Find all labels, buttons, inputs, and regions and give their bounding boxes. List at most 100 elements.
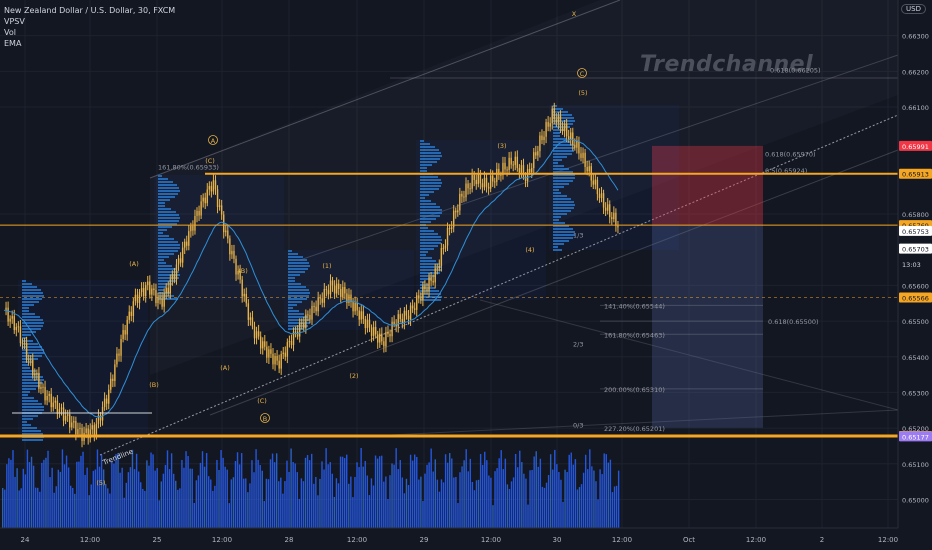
candle-body (264, 341, 266, 347)
volume-bar (337, 483, 340, 528)
profile-bar (22, 301, 39, 303)
candle-body (9, 318, 11, 322)
candle-body (87, 428, 89, 439)
candle-body (479, 174, 482, 184)
candle-body (432, 280, 434, 283)
profile-bar (553, 237, 573, 239)
candle-body (609, 204, 611, 218)
volume-bar (191, 468, 193, 528)
candle-body (262, 341, 264, 349)
price-badge (899, 168, 932, 179)
profile-bar (288, 295, 309, 297)
volume-bar (115, 454, 117, 528)
candle-body (317, 297, 319, 312)
indicator-vpsv[interactable]: VPSV (4, 17, 25, 26)
candle-body (237, 271, 239, 275)
price-badge (899, 259, 932, 269)
profile-bar (22, 334, 31, 336)
profile-bar (553, 159, 562, 161)
profile-bar (420, 164, 432, 166)
profile-bar (158, 199, 170, 201)
volume-bar (504, 458, 507, 528)
volume-bar (199, 462, 202, 528)
volume-bar (34, 487, 37, 528)
volume-bar (444, 454, 447, 528)
candle-body (255, 331, 258, 339)
candle-body (73, 421, 75, 423)
volume-bar (224, 466, 226, 528)
candle-body (188, 231, 190, 246)
candle-body (288, 340, 291, 343)
time-axis[interactable]: 24 12:00 25 12:00 28 12:00 29 12:00 30 12:00 Oct 12… (0, 527, 932, 550)
volume-bar (313, 483, 315, 528)
fib-label: 0.618(0.65500) (768, 318, 819, 326)
volume-bar (475, 480, 478, 528)
candle-body (496, 168, 498, 182)
volume-bar (339, 456, 342, 528)
profile-bar (158, 241, 178, 243)
profile-bar (158, 253, 174, 255)
candle-body (124, 330, 126, 335)
candle-body (362, 311, 365, 320)
wave-circle (260, 413, 270, 423)
candle-body (268, 349, 270, 358)
candle-body (313, 305, 315, 307)
volume-bar (210, 479, 212, 528)
candle-body (383, 341, 385, 347)
volume-bar (416, 456, 418, 528)
volume-bar (514, 453, 517, 528)
volume-bar (144, 490, 146, 528)
candle-body (5, 307, 7, 311)
profile-bar (158, 214, 179, 216)
profile-bar (553, 147, 575, 149)
volume-bar (230, 479, 233, 528)
volume-bar (535, 451, 537, 528)
wave-label: (4) (525, 246, 534, 254)
volume-bar (265, 478, 268, 528)
candle-body (163, 293, 165, 307)
volume-bar (37, 487, 39, 528)
candle-body (514, 156, 516, 165)
volume-bar (414, 454, 416, 528)
volume-bar (455, 477, 457, 528)
profile-bar (288, 301, 302, 303)
profile-bar (22, 319, 43, 321)
candle-body (147, 281, 149, 286)
fib-label: 2/3 (573, 341, 583, 349)
profile-bar (553, 213, 567, 215)
volume-bar (477, 479, 480, 528)
profile-bar (420, 146, 435, 148)
candle-body (596, 179, 599, 195)
candle-body (208, 185, 211, 190)
candle-body (467, 183, 469, 189)
indicator-ema[interactable]: EMA (4, 39, 22, 48)
candle-body (551, 108, 553, 124)
profile-bar (553, 114, 572, 116)
profile-bar (288, 259, 307, 261)
candle-body (477, 174, 480, 185)
candle-body (358, 310, 360, 320)
price-axis[interactable]: 0.66300 0.66200 0.66100 0.65800 0.65600 0.655… (897, 0, 932, 550)
volume-bar (164, 464, 167, 528)
volume-bar (331, 473, 333, 528)
candle-body (471, 175, 473, 189)
profile-bar (553, 129, 565, 131)
profile-bar (420, 152, 441, 154)
candle-body (71, 422, 73, 428)
candle-body (528, 169, 531, 173)
channel-upper-line (149, 0, 621, 179)
candle-body (15, 326, 18, 331)
candle-body (522, 165, 525, 177)
currency-button[interactable]: USD (901, 4, 926, 14)
profile-bar (553, 156, 567, 158)
time-axis-bg (0, 528, 932, 550)
volume-bar (267, 479, 270, 528)
candle-body (391, 321, 393, 337)
volume-bar (597, 499, 599, 528)
volume-bar (603, 453, 605, 528)
volume-bar (481, 464, 484, 528)
candle-body (461, 193, 463, 197)
candle-body (613, 212, 615, 220)
indicator-vol[interactable]: Vol (4, 28, 16, 37)
